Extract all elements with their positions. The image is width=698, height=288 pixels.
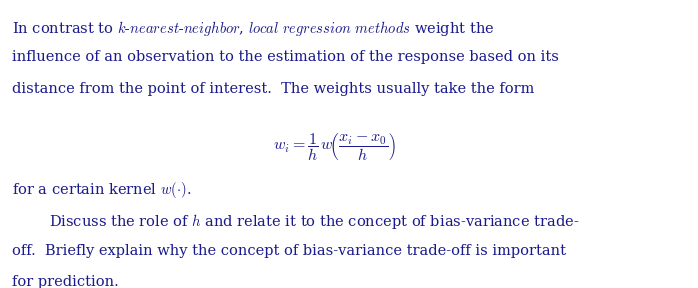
- Text: for prediction.: for prediction.: [12, 275, 119, 288]
- Text: Discuss the role of $h$ and relate it to the concept of bias-variance trade-: Discuss the role of $h$ and relate it to…: [49, 212, 579, 231]
- Text: In contrast to $\mathit{k\text{-}nearest\text{-}neighbor}$, $\mathit{local\ regr: In contrast to $\mathit{k\text{-}nearest…: [12, 19, 494, 38]
- Text: distance from the point of interest.  The weights usually take the form: distance from the point of interest. The…: [12, 82, 535, 96]
- Text: influence of an observation to the estimation of the response based on its: influence of an observation to the estim…: [12, 50, 559, 65]
- Text: off.  Briefly explain why the concept of bias-variance trade-off is important: off. Briefly explain why the concept of …: [12, 244, 566, 257]
- Text: $w_i = \dfrac{1}{h}\,w\!\left(\dfrac{x_i - x_0}{h}\right)$: $w_i = \dfrac{1}{h}\,w\!\left(\dfrac{x_i…: [273, 131, 396, 163]
- Text: for a certain kernel $w(\cdot)$.: for a certain kernel $w(\cdot)$.: [12, 180, 191, 200]
